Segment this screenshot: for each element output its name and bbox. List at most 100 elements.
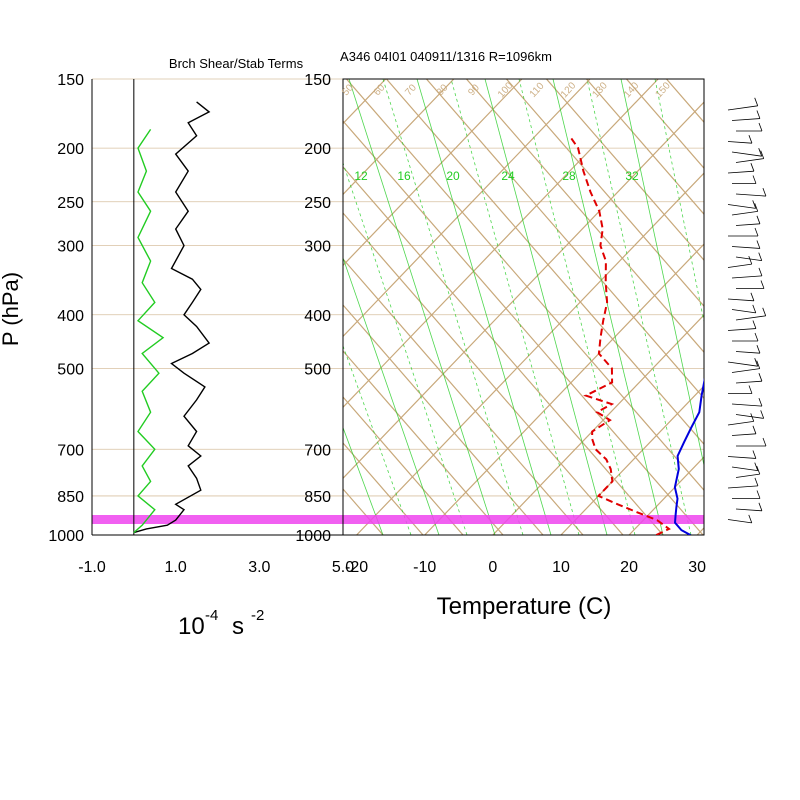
wind-barb [731, 246, 760, 249]
wind-barb-flag [756, 360, 761, 369]
wind-barb [731, 368, 760, 373]
y-tick-label: 1000 [48, 528, 84, 545]
wind-barb [735, 158, 764, 163]
unit-s: s [232, 613, 244, 640]
wind-barb-flag [748, 135, 753, 144]
isotherm-line [696, 527, 704, 535]
isotherm-line [492, 314, 704, 535]
y-tick-label: 700 [57, 442, 84, 459]
dry-adiabat-line [585, 79, 704, 216]
wind-barb [731, 403, 762, 407]
right-panel [342, 78, 705, 536]
x-axis-label-temperature: Temperature (C) [437, 593, 612, 620]
wind-barb [735, 223, 760, 226]
wind-barb-flag [748, 514, 753, 523]
blue-profile-line [673, 377, 704, 535]
dry-adiabat-line [483, 0, 800, 535]
wind-barb-flag [748, 385, 753, 394]
dry-adiabat-line [343, 212, 624, 535]
isotherm-line [343, 79, 455, 196]
dry-adiabat-line [385, 79, 704, 446]
mixing-ratio-label: 28 [562, 169, 576, 183]
mixing-ratio-label: 32 [625, 169, 639, 183]
wind-barb [731, 210, 758, 216]
wind-barb-flag [758, 252, 763, 261]
y-tick-label: 1000 [295, 528, 331, 545]
wind-barb [735, 473, 760, 478]
x-tick-label: -10 [413, 559, 436, 576]
wind-barb [727, 361, 758, 367]
dry-adiabat-line [763, 0, 800, 535]
isotherm-line [343, 79, 659, 409]
x-tick-label: 3.0 [248, 559, 270, 576]
mixing-ratio-line [484, 79, 608, 535]
left-series-green-line [133, 129, 165, 534]
wind-barb-flag [748, 256, 753, 265]
y-tick-label: 300 [57, 239, 84, 256]
wind-barb-flag [758, 373, 763, 382]
dry-adiabat-line [545, 79, 704, 262]
x-tick-label: 10 [552, 559, 570, 576]
wind-barb [727, 456, 756, 459]
wind-barb-flag [762, 307, 767, 316]
mixing-ratio-line [416, 79, 552, 535]
isotherm-line [560, 385, 704, 535]
wind-barb [731, 118, 760, 121]
wind-barb [727, 170, 754, 174]
left-series-black-line [133, 101, 211, 534]
dry-adiabat-line [343, 396, 464, 535]
dry-adiabat-line [0, 0, 263, 535]
mixing-ratio-line [343, 256, 440, 535]
dry-adiabat-line [465, 79, 704, 354]
y-tick-label: 300 [304, 239, 331, 256]
wind-barb-flag [756, 466, 761, 475]
isotherm-line [356, 172, 704, 535]
x-tick-label: -20 [345, 559, 368, 576]
unit-s-exponent: -2 [251, 607, 264, 624]
left-panel-title: Brch Shear/Stab Terms [169, 56, 304, 71]
wind-barb-flag [752, 304, 757, 313]
unit-exponent: -4 [205, 607, 218, 624]
wind-barb [727, 519, 752, 524]
y-tick-labels-left: 150 200 250 300 400 500 700 850 1000 [48, 72, 84, 545]
x-tick-label: 20 [620, 559, 638, 576]
dry-adiabat-line [343, 350, 504, 535]
wind-barb-flag [760, 410, 765, 419]
mixing-ratio-line [348, 79, 496, 535]
wind-barb-flag [754, 203, 759, 212]
dry-adiabat-line [723, 0, 800, 535]
wind-barb [731, 151, 762, 157]
unit-base: 10 [178, 613, 205, 640]
wind-barb [727, 298, 754, 302]
dry-adiabat-line [343, 258, 584, 535]
mixing-ratio-line [518, 79, 636, 535]
dry-adiabat-line [0, 0, 63, 535]
left-panel [91, 79, 343, 536]
mixing-ratio-line [450, 79, 580, 535]
dry-adiabat-line [625, 79, 704, 170]
wind-barb [735, 508, 762, 512]
dry-adiabat-line [643, 0, 800, 535]
wind-barb [727, 204, 756, 209]
isotherm-line [0, 79, 249, 535]
mixing-ratio-line [620, 79, 704, 468]
wind-barb-flag [750, 413, 755, 422]
wind-barb-flag [758, 267, 763, 277]
wind-barb-flag [756, 345, 761, 354]
isotherm-label: 60 [372, 82, 388, 98]
wind-barb-flag [756, 490, 761, 499]
isotherm-line [343, 79, 523, 267]
y-axis-label: P (hPa) [0, 272, 23, 346]
mixing-ratio-label: 12 [354, 169, 368, 183]
wind-barb-flag [752, 320, 757, 329]
wind-barb-flag [762, 437, 767, 447]
dry-adiabat-line [505, 79, 704, 308]
x-tick-label: 5.0 [332, 559, 354, 576]
wind-barb-flag [752, 450, 757, 459]
y-tick-label: 500 [304, 361, 331, 378]
wind-barb-flag [760, 150, 765, 159]
y-tick-label: 400 [304, 308, 331, 325]
right-panel-title: A346 04I01 040911/1316 R=1096km [340, 49, 552, 64]
wind-barb-flag [756, 215, 761, 224]
wind-barb-flag [760, 280, 765, 289]
